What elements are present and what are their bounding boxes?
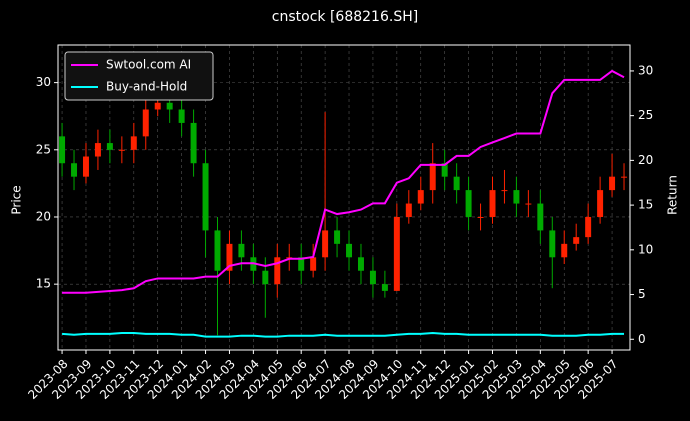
candle-body [501,190,508,192]
candle-body [549,230,556,258]
y-tick-label: 15 [36,277,51,291]
plot-frame [57,44,631,351]
candle-body [573,237,580,244]
candle-body [262,270,269,285]
candle-body [178,109,185,123]
candle-body [82,156,89,177]
candle-body [621,176,628,178]
y2-tick-label: 20 [638,153,653,167]
candle-body [453,176,460,191]
y2-tick-label: 30 [638,63,653,77]
y2-tick-label: 25 [638,108,653,122]
candle-body [441,163,448,177]
y2-tick-label: 0 [638,332,646,346]
legend-label: Swtool.com AI [106,58,191,72]
candle-body [322,230,329,258]
candle-body [154,102,161,110]
chart-title: cnstock [688216.SH] [272,9,418,25]
candle-body [202,163,209,231]
candle-body [71,163,78,177]
y2-tick-label: 10 [638,242,653,256]
candle-body [609,176,616,191]
candle-body [94,143,101,157]
y2-tick-label: 15 [638,198,653,212]
return-line [62,69,625,294]
candle-body [346,243,353,258]
candle-body [274,257,281,285]
candle-body [369,270,376,285]
y-axis-label: Price [10,185,24,214]
candle-body [106,143,113,150]
return-line [61,332,625,338]
legend-box [64,51,214,101]
y-tick-label: 25 [36,142,51,156]
candle-body [118,149,125,151]
candle-body [130,136,137,150]
candle-body [238,243,245,258]
y2-axis-label: Return [666,175,680,215]
legend: Swtool.com AI Buy-and-Hold [64,51,214,101]
y-tick-label: 30 [36,75,51,89]
y-tick-label: 20 [36,209,51,223]
candle-body [226,243,233,271]
candle-body [525,203,532,205]
candle-body [381,284,388,291]
candle-body [298,257,305,271]
candle-body [465,190,472,217]
candle-body [393,216,400,291]
candle-body [166,102,173,110]
candle-body [214,230,221,271]
candle-body [334,230,341,244]
candle-body [585,216,592,238]
candle-body [190,122,197,164]
candle-body [597,190,604,217]
candle-body [429,163,436,191]
candle-body [417,190,424,204]
candle-body [142,109,149,137]
candle-body [357,257,364,271]
legend-label: Buy-and-Hold [106,80,187,94]
candle-body [310,257,317,271]
candle-body [477,216,484,218]
candle-body [59,136,66,164]
candle-body [537,203,544,231]
candle-body [561,243,568,258]
candle-body [513,190,520,204]
candle-body [489,190,496,217]
y2-tick-label: 5 [638,287,646,301]
candle-body [405,203,412,217]
